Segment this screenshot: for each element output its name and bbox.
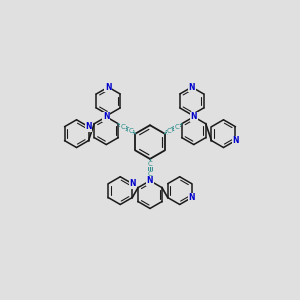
- Text: N: N: [147, 176, 153, 185]
- Text: N: N: [232, 136, 239, 145]
- Text: N: N: [188, 193, 195, 202]
- Text: C: C: [148, 161, 152, 167]
- Text: N: N: [85, 122, 92, 131]
- Text: N: N: [188, 82, 195, 91]
- Text: N: N: [105, 82, 112, 91]
- Text: C: C: [121, 124, 125, 130]
- Text: N: N: [129, 179, 136, 188]
- Text: C: C: [175, 124, 179, 130]
- Text: N: N: [190, 112, 197, 121]
- Text: N: N: [103, 112, 110, 121]
- Text: C: C: [128, 128, 133, 134]
- Text: C: C: [167, 128, 172, 134]
- Text: C: C: [148, 171, 152, 177]
